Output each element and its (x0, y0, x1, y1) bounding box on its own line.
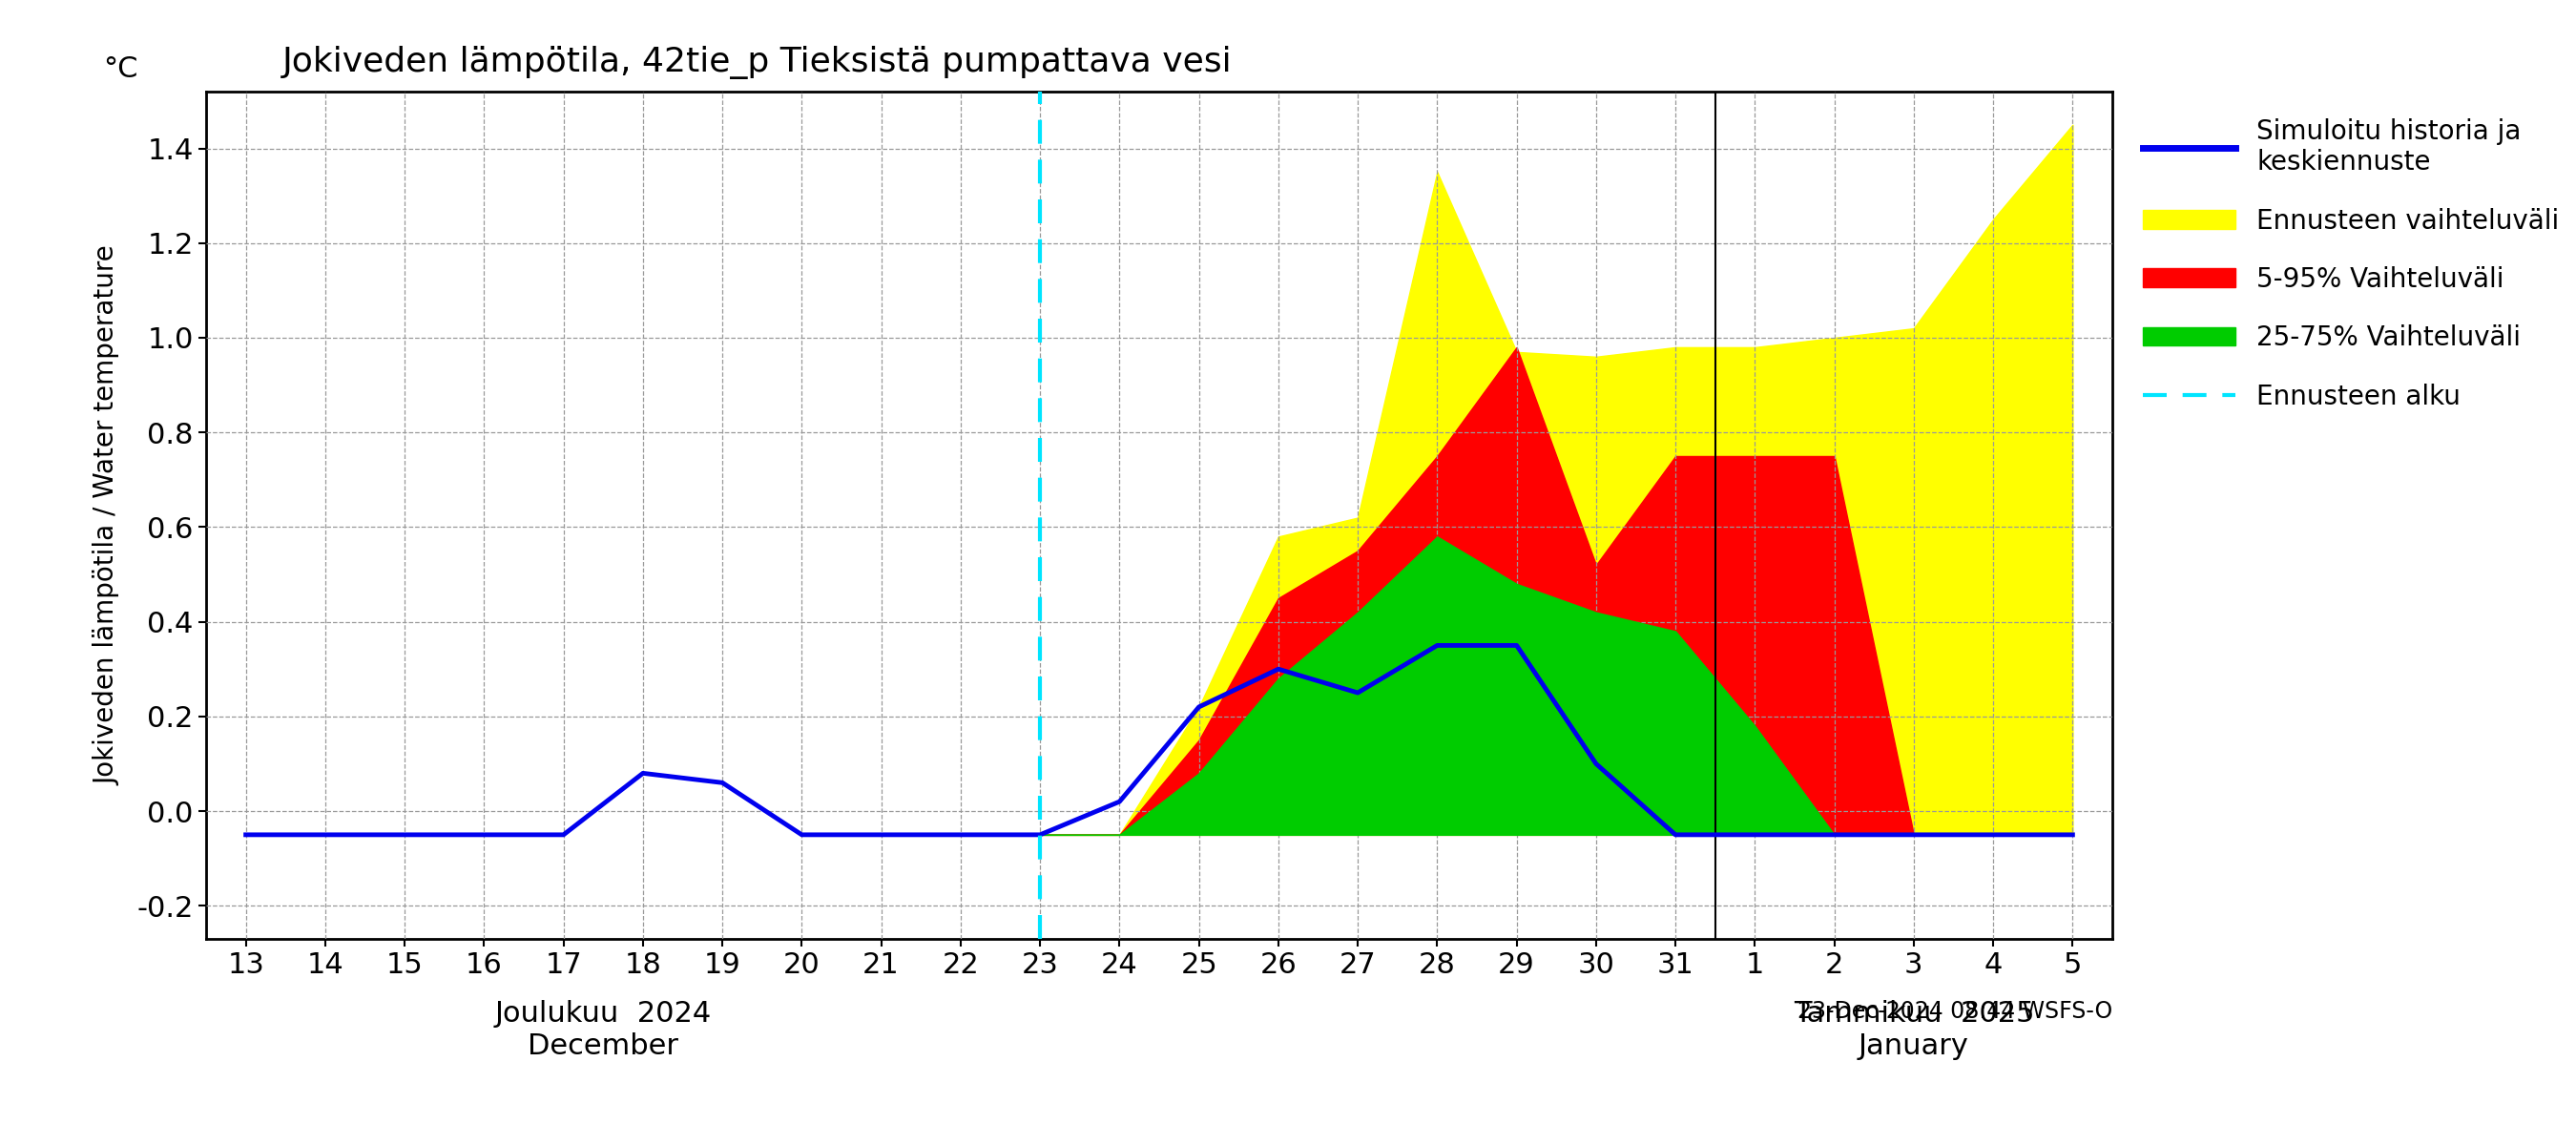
Text: °C: °C (103, 55, 137, 84)
Text: Jokiveden lämpötila, 42tie_p Tieksistä pumpattava vesi: Jokiveden lämpötila, 42tie_p Tieksistä p… (283, 46, 1231, 79)
Text: Joulukuu  2024
December: Joulukuu 2024 December (495, 1001, 711, 1060)
Text: 23-Dec-2024 08:44 WSFS-O: 23-Dec-2024 08:44 WSFS-O (1798, 1001, 2112, 1024)
Legend: Simuloitu historia ja
keskiennuste, Ennusteen vaihteluväli, 5-95% Vaihteluväli, : Simuloitu historia ja keskiennuste, Ennu… (2130, 105, 2573, 423)
Text: Tammikuu  2025
January: Tammikuu 2025 January (1793, 1001, 2035, 1060)
Y-axis label: Jokiveden lämpötila / Water temperature: Jokiveden lämpötila / Water temperature (95, 245, 121, 785)
